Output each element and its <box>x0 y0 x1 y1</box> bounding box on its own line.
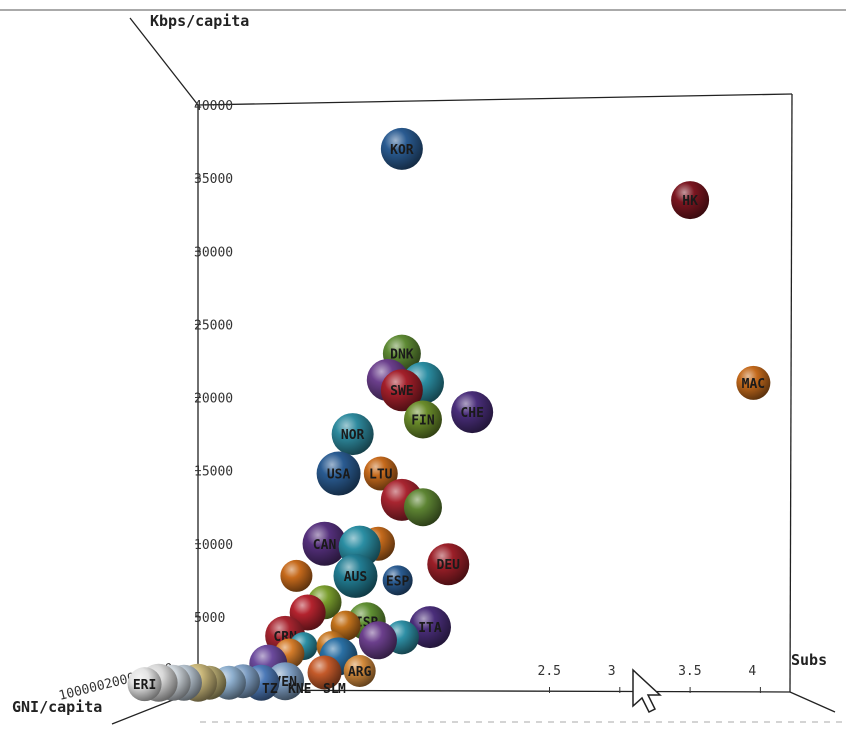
y-tick-label: 5000 <box>194 611 225 626</box>
x-tick-label: 4 <box>748 664 756 679</box>
bubble-label: AUS <box>344 570 368 585</box>
y-tick-label: 40000 <box>194 99 233 114</box>
bubble-label: USA <box>327 468 351 483</box>
bubble-usa <box>316 451 361 496</box>
bubble-label: CHE <box>460 406 483 421</box>
z-axis-title: GNI/capita <box>12 698 102 716</box>
bubble-label: VEN <box>273 675 297 690</box>
bubble <box>307 655 342 690</box>
bubble-can <box>302 521 347 566</box>
bubble-mac <box>736 365 771 400</box>
bubble <box>403 488 442 527</box>
bubble-ita <box>408 606 451 649</box>
bubble-label: SWE <box>390 384 413 399</box>
bubble-hk <box>671 181 710 220</box>
footer-label: TZ <box>262 682 278 697</box>
bubble-swe <box>380 369 423 412</box>
bubble-arg <box>343 654 376 687</box>
bubble-label: CAN <box>313 538 337 553</box>
x-axis-title: Subs <box>791 651 827 669</box>
bubble-aus <box>333 553 378 598</box>
bubble-esp <box>382 565 413 596</box>
mouse-cursor-icon <box>632 668 662 714</box>
bubble-label: ESP <box>386 574 410 589</box>
bubble-label: FIN <box>411 413 435 428</box>
bubble-deu <box>427 543 470 586</box>
bubble-eri <box>127 667 162 702</box>
x-tick-label: 2.5 <box>538 664 561 679</box>
y-tick-label: 15000 <box>194 465 233 480</box>
footer-label: M <box>338 682 346 697</box>
y-tick-label: 35000 <box>194 172 233 187</box>
bubble-label: ITA <box>418 621 442 636</box>
bubble <box>358 621 397 660</box>
y-tick-label: 30000 <box>194 245 233 260</box>
bubble-label: DNK <box>390 348 414 363</box>
bubble-label: LTU <box>369 468 393 483</box>
bubble-ltu <box>363 456 398 491</box>
y-tick-label: 10000 <box>194 538 233 553</box>
bubble-label: NOR <box>341 428 365 443</box>
footer-label: SL <box>323 682 339 697</box>
footer-label: KNE <box>288 682 311 697</box>
y-axis-ticks: 5000 10000 15000 20000 25000 30000 35000 40000 <box>194 99 233 626</box>
y-tick-label: 20000 <box>194 392 233 407</box>
bubbles-layer: KOR HK MAC DNK SWE FIN CHE NOR USA LTU CAN DEU AUS ES… <box>127 127 771 702</box>
bubble-label: ERI <box>133 678 156 693</box>
bubble-label: KOR <box>390 143 414 158</box>
y-axis-title: Kbps/capita <box>150 12 249 30</box>
bubble-label: HK <box>682 194 698 209</box>
bubble-che <box>451 391 494 434</box>
bubble-kor <box>380 127 423 170</box>
bubble-label: ARG <box>348 665 372 680</box>
bubble-fin <box>403 400 442 439</box>
x-tick-label: 3.5 <box>678 664 701 679</box>
bubble-nor <box>331 413 374 456</box>
y-tick-label: 25000 <box>194 318 233 333</box>
bubble-label: MAC <box>742 377 765 392</box>
bubble <box>280 559 313 592</box>
bubble-label: DEU <box>437 558 461 573</box>
footer-labels: TZ KNE SL M <box>262 682 346 697</box>
x-tick-label: 3 <box>608 664 616 679</box>
